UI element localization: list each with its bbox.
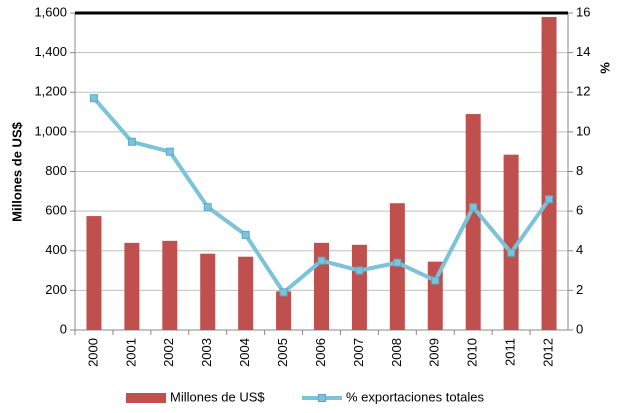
legend-swatch [318, 394, 326, 402]
x-tick-label: 2002 [161, 338, 176, 367]
y2-tick-label: 12 [576, 84, 590, 99]
y2-tick-label: 14 [576, 44, 590, 59]
y-tick-label: 600 [45, 203, 67, 218]
line-marker [469, 203, 478, 212]
x-tick-label: 2009 [427, 338, 442, 367]
bar [503, 154, 519, 330]
x-tick-label: 2008 [389, 338, 404, 367]
y-tick-label: 0 [60, 321, 67, 336]
bar [162, 240, 178, 330]
line-marker [355, 266, 364, 275]
x-tick-label: 2001 [123, 338, 138, 367]
bar [465, 114, 481, 330]
bar [541, 16, 557, 331]
y-tick-label: 200 [45, 282, 67, 297]
line-marker [279, 288, 288, 297]
line-marker [317, 256, 326, 265]
bar [200, 253, 216, 330]
line-marker [127, 137, 136, 146]
y2-tick-label: 0 [576, 321, 583, 336]
line-marker [431, 276, 440, 285]
line-marker [241, 230, 250, 239]
bar [238, 256, 254, 330]
y2-tick-label: 6 [576, 203, 583, 218]
x-tick-label: 2007 [351, 338, 366, 367]
y-tick-label: 800 [45, 163, 67, 178]
line-marker [89, 94, 98, 103]
y2-tick-label: 4 [576, 242, 583, 257]
line-marker [507, 248, 516, 257]
y-axis-title: Millones de US$ [9, 121, 24, 221]
y2-tick-label: 8 [576, 163, 583, 178]
x-tick-label: 2011 [503, 338, 518, 366]
line-marker [393, 258, 402, 267]
legend-label: Millones de US$ [170, 389, 265, 404]
y-tick-label: 1,000 [34, 123, 67, 138]
bar [351, 244, 367, 330]
x-tick-label: 2010 [465, 338, 480, 367]
y2-tick-label: 2 [576, 282, 583, 297]
bar [314, 242, 329, 330]
x-tick-label: 2004 [237, 338, 252, 367]
y-tick-label: 1,400 [34, 44, 67, 59]
legend-label: % exportaciones totales [346, 389, 485, 404]
bar [124, 242, 140, 330]
y-tick-label: 1,600 [34, 4, 67, 19]
y2-tick-label: 10 [576, 123, 590, 138]
x-tick-label: 2005 [275, 338, 290, 367]
x-tick-label: 2000 [85, 338, 100, 367]
x-tick-label: 2006 [313, 338, 328, 367]
y2-axis-title: % [597, 62, 612, 74]
y2-tick-label: 16 [576, 4, 590, 19]
line-marker [545, 195, 554, 204]
bar [276, 291, 292, 330]
line-marker [165, 147, 174, 156]
y-tick-label: 400 [45, 242, 67, 257]
legend-swatch [126, 393, 166, 403]
y-tick-label: 1,200 [34, 84, 67, 99]
line-marker [203, 203, 212, 212]
x-tick-label: 2003 [199, 338, 214, 367]
x-tick-label: 2012 [540, 338, 555, 367]
bar [86, 216, 102, 330]
